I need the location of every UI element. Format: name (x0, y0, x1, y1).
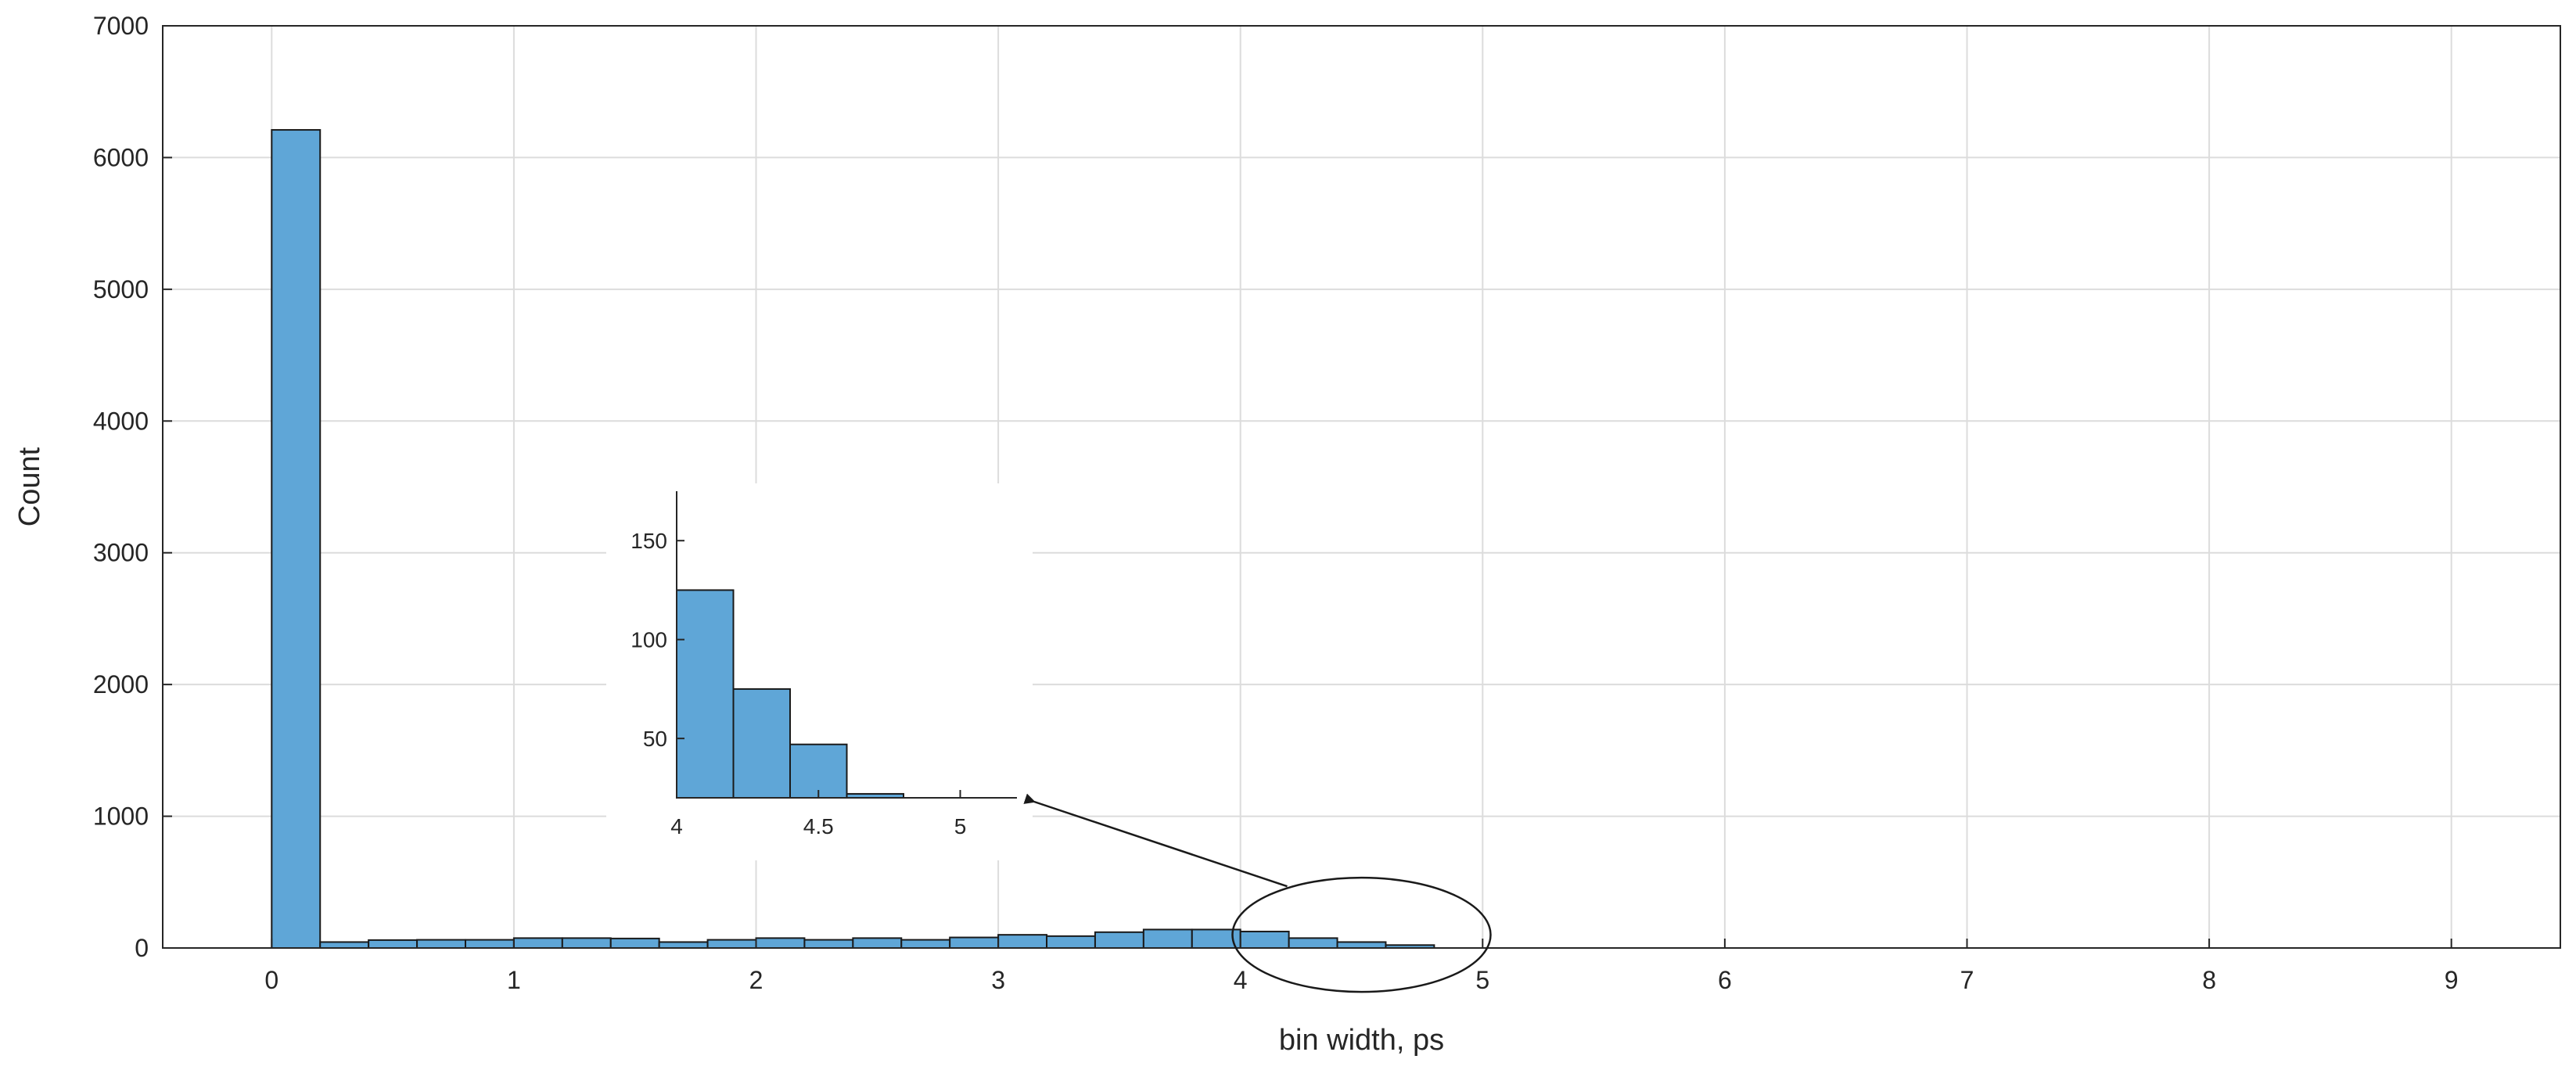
histogram-bar (271, 129, 322, 949)
histogram-bar (852, 937, 903, 949)
inset-x-tick-label: 4 (670, 814, 683, 838)
inset-y-tick-label: 100 (631, 628, 667, 652)
histogram-bar (561, 937, 612, 949)
histogram-bar (1094, 931, 1144, 950)
y-tick-label: 7000 (93, 12, 149, 40)
inset-background (606, 483, 1033, 860)
histogram-bar (997, 934, 1048, 949)
zoom-ellipse (1231, 876, 1492, 993)
inset-histogram-bar (789, 743, 848, 799)
x-tick-label: 3 (991, 966, 1005, 994)
x-tick-label: 6 (1718, 966, 1732, 994)
histogram-bar (1142, 928, 1193, 950)
histogram-bar (464, 939, 515, 949)
histogram-bar (1288, 937, 1338, 949)
x-tick-label: 8 (2202, 966, 2216, 994)
x-tick-labels: 0 1 2 3 4 5 6 7 8 9 (264, 939, 2459, 994)
inset-histogram-bar (676, 589, 735, 799)
histogram-bar (706, 939, 757, 949)
x-tick-label: 5 (1475, 966, 1489, 994)
x-tick-label: 7 (1960, 966, 1974, 994)
y-tick-label: 6000 (93, 143, 149, 171)
histogram-bar (1336, 941, 1387, 949)
inset-y-tick-label: 150 (631, 529, 667, 553)
inset-x-tick-label: 5 (954, 814, 967, 838)
inset-y-tick-label: 50 (643, 727, 667, 751)
histogram-bar (900, 939, 951, 949)
y-axis-label: Count (13, 447, 46, 526)
y-tick-label: 1000 (93, 802, 149, 831)
inset-x-tick-label: 4.5 (803, 814, 834, 838)
inset-histogram-bar (732, 688, 791, 799)
y-tick-label: 5000 (93, 275, 149, 303)
histogram-bar (1239, 930, 1290, 949)
x-tick-label: 0 (264, 966, 278, 994)
y-tick-label: 0 (135, 934, 149, 962)
x-tick-label: 4 (1234, 966, 1248, 994)
histogram-bar (416, 939, 466, 949)
x-tick-label: 9 (2445, 966, 2459, 994)
y-tick-labels: 0 1000 2000 3000 4000 5000 6000 7000 (93, 12, 172, 962)
x-tick-label: 2 (749, 966, 763, 994)
axes-frame (162, 25, 2561, 949)
histogram-bar (1046, 935, 1096, 950)
histogram-bar (368, 939, 419, 950)
histogram-bar (949, 936, 1000, 950)
histogram-bar (755, 937, 806, 949)
zoom-arrow (1023, 793, 1288, 888)
histogram-bar (658, 941, 709, 949)
histogram-bar (803, 939, 854, 949)
x-tick-label: 1 (507, 966, 521, 994)
y-tick-label: 3000 (93, 539, 149, 567)
x-axis-label: bin width, ps (1279, 1024, 1444, 1057)
y-tick-label: 4000 (93, 407, 149, 435)
y-tick-label: 2000 (93, 670, 149, 698)
histogram-bar (512, 937, 563, 949)
inset-zoom-plot: 4 4.5 5 50 100 150 (606, 483, 1033, 860)
histogram-bars (271, 129, 1435, 950)
histogram-bar (609, 937, 660, 950)
histogram-bar (319, 941, 370, 949)
